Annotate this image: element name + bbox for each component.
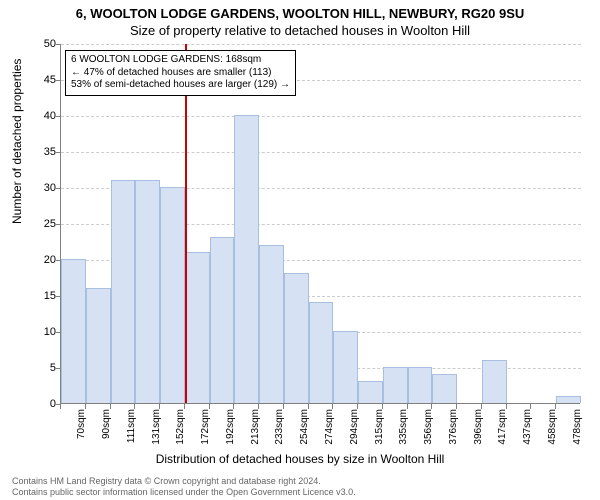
x-tick-mark — [134, 404, 135, 409]
histogram-bar — [86, 288, 111, 403]
x-tick-mark — [332, 404, 333, 409]
x-tick-mark — [382, 404, 383, 409]
y-tick-label: 30 — [26, 182, 56, 194]
y-tick-mark — [56, 44, 61, 45]
x-tick-mark — [506, 404, 507, 409]
histogram-bar — [556, 396, 581, 403]
x-tick-mark — [308, 404, 309, 409]
y-tick-label: 35 — [26, 146, 56, 158]
x-tick-mark — [431, 404, 432, 409]
y-tick-label: 5 — [26, 362, 56, 374]
y-tick-label: 20 — [26, 254, 56, 266]
histogram-bar — [383, 367, 408, 403]
x-tick-mark — [110, 404, 111, 409]
y-tick-label: 25 — [26, 218, 56, 230]
grid-line — [61, 44, 581, 45]
info-box-line2: ← 47% of detached houses are smaller (11… — [71, 67, 290, 80]
histogram-bar — [111, 180, 136, 403]
x-tick-mark — [233, 404, 234, 409]
histogram-bar — [358, 381, 383, 403]
info-box: 6 WOOLTON LODGE GARDENS: 168sqm ← 47% of… — [65, 50, 296, 96]
x-tick-mark — [456, 404, 457, 409]
marker-line — [185, 44, 187, 403]
y-tick-label: 45 — [26, 74, 56, 86]
x-tick-label: 254sqm — [299, 409, 310, 445]
x-tick-mark — [209, 404, 210, 409]
y-tick-label: 50 — [26, 38, 56, 50]
x-tick-label: 70sqm — [76, 409, 87, 439]
histogram-bar — [259, 245, 284, 403]
histogram-bar — [408, 367, 433, 403]
grid-line — [61, 152, 581, 153]
y-tick-mark — [56, 152, 61, 153]
x-tick-mark — [85, 404, 86, 409]
y-tick-mark — [56, 188, 61, 189]
x-tick-label: 274sqm — [324, 409, 335, 445]
x-tick-label: 172sqm — [200, 409, 211, 445]
y-tick-mark — [56, 116, 61, 117]
chart-area: 6 WOOLTON LODGE GARDENS: 168sqm ← 47% of… — [60, 44, 580, 404]
x-tick-mark — [159, 404, 160, 409]
x-tick-label: 111sqm — [126, 409, 137, 443]
histogram-bar — [160, 187, 185, 403]
x-tick-label: 335sqm — [398, 409, 409, 445]
x-tick-mark — [184, 404, 185, 409]
plot-region — [60, 44, 580, 404]
histogram-bar — [135, 180, 160, 403]
y-tick-mark — [56, 80, 61, 81]
x-tick-label: 356sqm — [423, 409, 434, 445]
x-tick-label: 131sqm — [151, 409, 162, 445]
x-tick-mark — [283, 404, 284, 409]
histogram-bar — [333, 331, 358, 403]
x-tick-label: 417sqm — [497, 409, 508, 445]
footer-line2: Contains public sector information licen… — [12, 487, 356, 498]
footer-attribution: Contains HM Land Registry data © Crown c… — [12, 476, 356, 498]
x-tick-label: 437sqm — [522, 409, 533, 445]
x-tick-label: 396sqm — [473, 409, 484, 445]
x-tick-label: 233sqm — [274, 409, 285, 445]
histogram-bar — [61, 259, 86, 403]
histogram-bar — [309, 302, 334, 403]
page-title-line2: Size of property relative to detached ho… — [0, 23, 600, 38]
x-tick-label: 294sqm — [349, 409, 360, 445]
y-axis-label: Number of detached properties — [10, 59, 24, 224]
y-tick-label: 10 — [26, 326, 56, 338]
x-tick-mark — [481, 404, 482, 409]
histogram-bar — [482, 360, 507, 403]
y-tick-label: 0 — [26, 398, 56, 410]
x-axis-label: Distribution of detached houses by size … — [0, 452, 600, 466]
y-tick-label: 15 — [26, 290, 56, 302]
info-box-line3: 53% of semi-detached houses are larger (… — [71, 79, 290, 92]
x-tick-mark — [357, 404, 358, 409]
x-tick-label: 90sqm — [101, 409, 112, 439]
histogram-bar — [234, 115, 259, 403]
x-tick-label: 315sqm — [374, 409, 385, 445]
info-box-line1: 6 WOOLTON LODGE GARDENS: 168sqm — [71, 54, 290, 67]
histogram-bar — [185, 252, 210, 403]
x-tick-mark — [258, 404, 259, 409]
x-tick-label: 213sqm — [250, 409, 261, 445]
x-tick-label: 478sqm — [572, 409, 583, 445]
x-tick-mark — [60, 404, 61, 409]
x-tick-label: 152sqm — [175, 409, 186, 445]
histogram-bar — [284, 273, 309, 403]
x-tick-label: 458sqm — [547, 409, 558, 445]
grid-line — [61, 116, 581, 117]
y-tick-label: 40 — [26, 110, 56, 122]
x-tick-mark — [530, 404, 531, 409]
histogram-bar — [432, 374, 457, 403]
page-title-line1: 6, WOOLTON LODGE GARDENS, WOOLTON HILL, … — [0, 6, 600, 21]
y-tick-mark — [56, 224, 61, 225]
footer-line1: Contains HM Land Registry data © Crown c… — [12, 476, 356, 487]
x-tick-label: 376sqm — [448, 409, 459, 445]
x-tick-mark — [555, 404, 556, 409]
x-tick-mark — [407, 404, 408, 409]
x-tick-label: 192sqm — [225, 409, 236, 445]
histogram-bar — [210, 237, 235, 403]
